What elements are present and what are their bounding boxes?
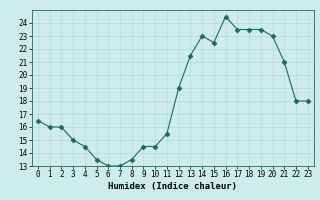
X-axis label: Humidex (Indice chaleur): Humidex (Indice chaleur) bbox=[108, 182, 237, 191]
